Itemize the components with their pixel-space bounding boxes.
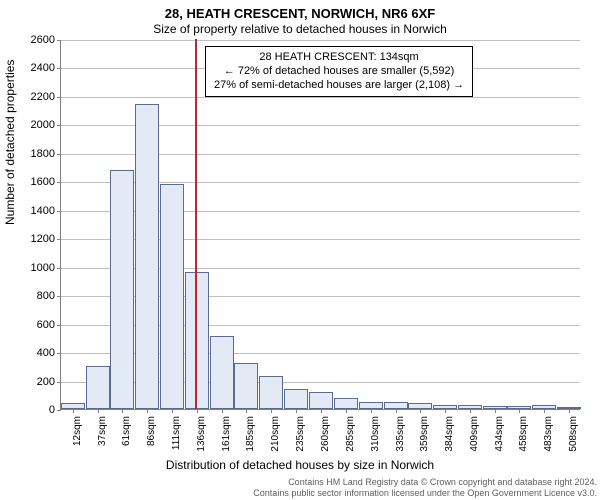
x-tick xyxy=(73,409,74,413)
x-tick-label: 210sqm xyxy=(270,416,281,466)
x-tick xyxy=(296,409,297,413)
x-tick-label: 409sqm xyxy=(469,416,480,466)
y-tick-label: 1000 xyxy=(5,262,55,274)
y-tick xyxy=(57,40,61,41)
footer-attribution: Contains HM Land Registry data © Crown c… xyxy=(0,477,600,498)
y-tick-label: 2000 xyxy=(5,119,55,131)
histogram-chart: 28, HEATH CRESCENT, NORWICH, NR6 6XF Siz… xyxy=(0,0,600,500)
x-tick xyxy=(222,409,223,413)
histogram-bar xyxy=(309,392,333,409)
x-tick-label: 359sqm xyxy=(419,416,430,466)
annotation-line: 27% of semi-detached houses are larger (… xyxy=(214,79,464,93)
y-tick xyxy=(57,125,61,126)
x-tick xyxy=(98,409,99,413)
y-tick-label: 1400 xyxy=(5,205,55,217)
x-tick-label: 86sqm xyxy=(146,416,157,466)
annotation-line: 28 HEATH CRESCENT: 134sqm xyxy=(214,51,464,65)
x-tick xyxy=(445,409,446,413)
footer-line2: Contains public sector information licen… xyxy=(253,488,597,498)
x-tick xyxy=(122,409,123,413)
histogram-bar xyxy=(334,398,358,409)
y-tick xyxy=(57,353,61,354)
x-tick xyxy=(371,409,372,413)
gridline xyxy=(61,40,580,41)
x-tick-label: 335sqm xyxy=(395,416,406,466)
histogram-bar xyxy=(384,402,408,409)
x-tick xyxy=(346,409,347,413)
y-tick xyxy=(57,382,61,383)
chart-subtitle: Size of property relative to detached ho… xyxy=(0,22,600,36)
histogram-bar xyxy=(135,104,159,409)
y-tick-label: 400 xyxy=(5,347,55,359)
x-tick-label: 235sqm xyxy=(295,416,306,466)
plot-area: 28 HEATH CRESCENT: 134sqm← 72% of detach… xyxy=(60,40,580,410)
x-tick xyxy=(321,409,322,413)
x-tick-label: 260sqm xyxy=(320,416,331,466)
chart-title: 28, HEATH CRESCENT, NORWICH, NR6 6XF xyxy=(0,6,600,21)
x-tick xyxy=(544,409,545,413)
reference-line xyxy=(195,39,197,409)
histogram-bar xyxy=(234,363,258,409)
x-tick-label: 136sqm xyxy=(196,416,207,466)
x-tick-label: 161sqm xyxy=(221,416,232,466)
x-tick xyxy=(246,409,247,413)
x-tick xyxy=(495,409,496,413)
y-tick xyxy=(57,410,61,411)
y-tick-label: 200 xyxy=(5,376,55,388)
x-tick-label: 12sqm xyxy=(72,416,83,466)
annotation-line: ← 72% of detached houses are smaller (5,… xyxy=(214,65,464,79)
y-tick xyxy=(57,268,61,269)
x-tick-label: 310sqm xyxy=(370,416,381,466)
histogram-bar xyxy=(359,402,383,409)
x-tick-label: 185sqm xyxy=(245,416,256,466)
x-tick-label: 37sqm xyxy=(97,416,108,466)
x-tick-label: 434sqm xyxy=(494,416,505,466)
y-tick-label: 0 xyxy=(5,404,55,416)
y-tick xyxy=(57,182,61,183)
y-tick-label: 1600 xyxy=(5,176,55,188)
x-tick xyxy=(147,409,148,413)
histogram-bar xyxy=(110,170,134,409)
y-tick xyxy=(57,154,61,155)
y-tick-label: 2200 xyxy=(5,91,55,103)
y-tick xyxy=(57,325,61,326)
y-tick xyxy=(57,239,61,240)
x-tick xyxy=(519,409,520,413)
y-tick xyxy=(57,211,61,212)
x-tick xyxy=(470,409,471,413)
y-tick-label: 800 xyxy=(5,290,55,302)
x-tick-label: 384sqm xyxy=(444,416,455,466)
y-tick-label: 1200 xyxy=(5,233,55,245)
footer-line1: Contains HM Land Registry data © Crown c… xyxy=(288,477,597,487)
x-tick-label: 111sqm xyxy=(171,416,182,466)
x-tick xyxy=(197,409,198,413)
x-tick-label: 61sqm xyxy=(121,416,132,466)
y-tick-label: 2400 xyxy=(5,62,55,74)
histogram-bar xyxy=(86,366,110,409)
y-tick-label: 600 xyxy=(5,319,55,331)
histogram-bar xyxy=(284,389,308,409)
histogram-bar xyxy=(210,336,234,409)
x-tick xyxy=(569,409,570,413)
histogram-bar xyxy=(160,184,184,409)
x-tick-label: 458sqm xyxy=(518,416,529,466)
y-tick-label: 2600 xyxy=(5,34,55,46)
y-tick-label: 1800 xyxy=(5,148,55,160)
x-tick xyxy=(172,409,173,413)
y-tick xyxy=(57,97,61,98)
x-tick xyxy=(420,409,421,413)
y-tick xyxy=(57,296,61,297)
histogram-bar xyxy=(185,272,209,409)
x-tick-label: 483sqm xyxy=(543,416,554,466)
y-axis-label: Number of detached properties xyxy=(3,60,17,225)
x-tick-label: 508sqm xyxy=(568,416,579,466)
y-tick xyxy=(57,68,61,69)
x-tick xyxy=(396,409,397,413)
x-tick-label: 285sqm xyxy=(345,416,356,466)
histogram-bar xyxy=(259,376,283,409)
annotation-box: 28 HEATH CRESCENT: 134sqm← 72% of detach… xyxy=(205,46,473,97)
x-tick xyxy=(271,409,272,413)
